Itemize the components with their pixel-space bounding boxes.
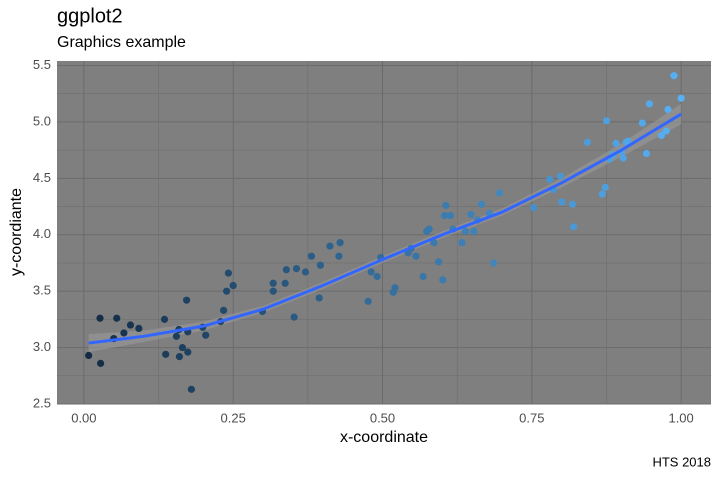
point xyxy=(441,211,449,220)
point xyxy=(489,259,498,267)
point xyxy=(568,200,577,208)
point xyxy=(307,252,316,260)
point xyxy=(435,258,443,266)
point xyxy=(624,137,632,145)
point xyxy=(619,154,627,162)
point xyxy=(292,265,301,273)
point xyxy=(530,204,538,212)
y-tick-label: 4.5 xyxy=(33,170,51,185)
point xyxy=(326,242,334,250)
point xyxy=(97,359,105,367)
x-tick-label: 0.00 xyxy=(71,410,96,425)
point xyxy=(430,239,438,247)
point xyxy=(419,272,427,281)
point xyxy=(662,127,670,135)
chart-subtitle: Graphics example xyxy=(57,34,186,51)
y-tick-label: 4.0 xyxy=(33,226,51,241)
point xyxy=(556,172,565,180)
point xyxy=(175,353,184,361)
point xyxy=(202,331,210,339)
x-tick-label: 1.00 xyxy=(668,410,693,425)
smooth-line xyxy=(88,112,682,345)
caption: HTS 2018 xyxy=(652,454,711,469)
point xyxy=(282,266,290,274)
x-axis-label: x-coordinate xyxy=(340,429,428,446)
point xyxy=(439,276,447,284)
y-tick-label: 2.5 xyxy=(33,395,51,410)
x-tick-label: 0.50 xyxy=(370,410,395,425)
point xyxy=(364,297,372,305)
point xyxy=(495,189,504,197)
x-tick-label: 0.75 xyxy=(519,410,544,425)
point xyxy=(664,105,672,114)
point xyxy=(220,306,228,314)
point xyxy=(178,343,187,352)
point xyxy=(645,100,654,108)
point xyxy=(187,385,195,393)
panel xyxy=(57,61,711,404)
point xyxy=(546,175,554,184)
point xyxy=(612,139,620,147)
point xyxy=(425,225,433,233)
point xyxy=(316,261,324,269)
y-tick-label: 3.0 xyxy=(33,339,51,354)
point xyxy=(446,211,455,220)
point xyxy=(269,287,277,295)
point xyxy=(391,284,399,292)
point xyxy=(598,190,606,198)
point xyxy=(85,351,93,360)
point xyxy=(269,279,277,287)
point xyxy=(229,281,237,290)
point xyxy=(315,294,323,302)
point xyxy=(412,252,420,260)
point xyxy=(96,314,104,322)
point xyxy=(583,138,591,146)
point xyxy=(172,332,181,340)
point xyxy=(162,350,170,358)
point xyxy=(113,314,121,322)
point xyxy=(160,315,169,323)
point xyxy=(670,72,678,80)
point xyxy=(657,131,666,140)
point xyxy=(373,272,381,281)
point xyxy=(642,149,651,158)
point xyxy=(281,279,289,287)
point xyxy=(458,239,466,247)
point xyxy=(301,268,310,276)
point xyxy=(120,329,128,337)
x-tick-label: 0.25 xyxy=(221,410,246,425)
point xyxy=(570,223,578,231)
point xyxy=(677,94,685,102)
point xyxy=(602,117,611,125)
point xyxy=(601,183,609,191)
point xyxy=(478,200,486,208)
y-tick-label: 3.5 xyxy=(33,283,51,298)
point xyxy=(223,287,231,295)
point xyxy=(135,324,143,333)
chart-title: ggplot2 xyxy=(57,5,123,27)
point xyxy=(442,201,450,210)
point xyxy=(558,198,566,206)
y-axis-label: y-coordiante xyxy=(8,188,25,276)
y-tick-label: 5.5 xyxy=(33,57,51,72)
y-tick-label: 5.0 xyxy=(33,113,51,128)
point xyxy=(367,268,375,276)
point xyxy=(184,348,192,356)
point xyxy=(638,119,646,127)
point xyxy=(336,239,344,247)
point xyxy=(126,321,135,329)
point xyxy=(470,227,478,235)
point xyxy=(335,252,343,260)
point xyxy=(467,210,475,219)
point xyxy=(224,269,233,277)
point xyxy=(290,313,298,321)
point xyxy=(183,296,191,304)
point xyxy=(461,227,470,235)
